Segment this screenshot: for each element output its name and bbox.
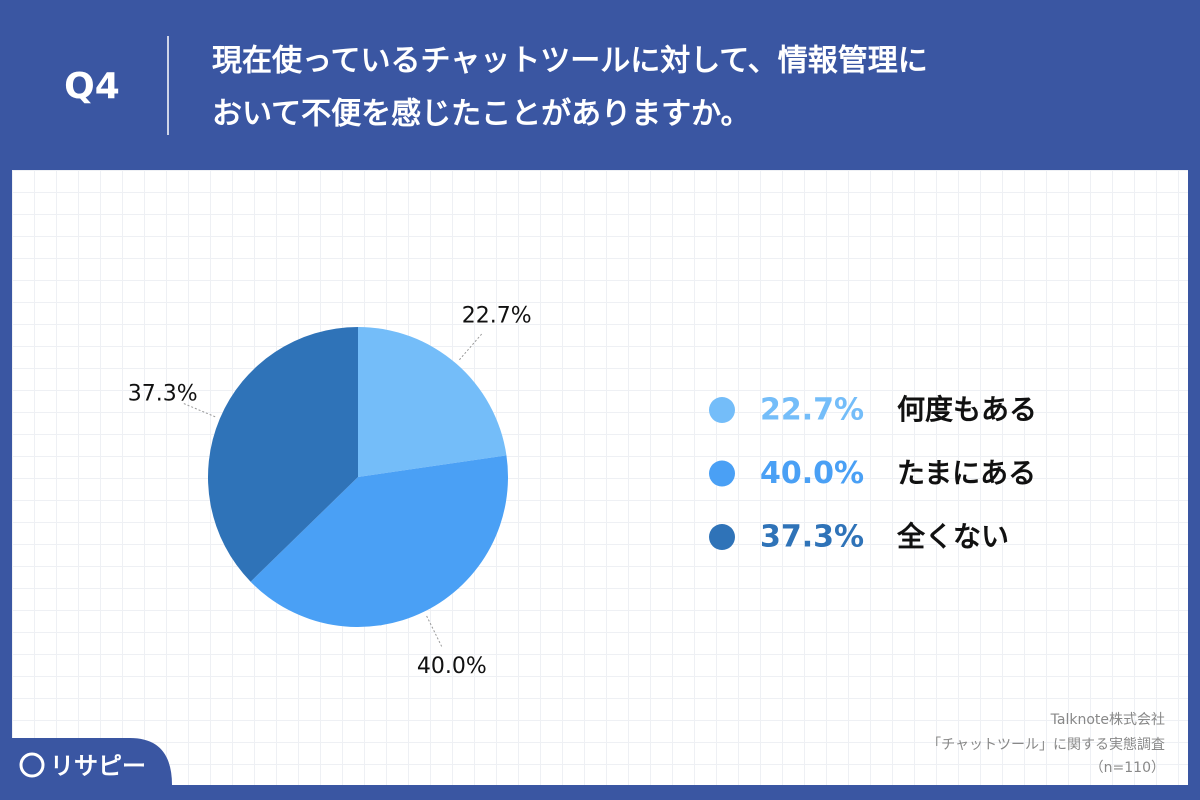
data-label: 40.0% — [417, 654, 487, 679]
brand-tab — [0, 738, 172, 800]
pie-slice — [250, 455, 508, 627]
legend-value: 37.3% — [760, 520, 864, 555]
source-text: 「チャットツール」に関する実態調査 — [927, 737, 1165, 753]
legend-value: 40.0% — [760, 456, 864, 491]
legend-swatch — [709, 460, 735, 487]
legend-label: 何度もある — [897, 393, 1037, 426]
question-label: Q4 — [64, 66, 120, 107]
legend-swatch — [709, 524, 735, 550]
legend-label: 全くない — [896, 520, 1009, 553]
pie-slice — [358, 327, 507, 477]
chart-panel — [12, 170, 1188, 785]
legend-swatch — [709, 397, 735, 423]
data-label: 37.3% — [128, 382, 198, 407]
legend-label: たまにある — [897, 457, 1036, 490]
leader-line — [426, 615, 443, 648]
source-text: Talknote株式会社 — [1050, 712, 1165, 728]
title-line: 現在使っているチャットツールに対して、情報管理に — [212, 44, 928, 79]
brand: リサピー — [50, 752, 146, 780]
pie-slice — [207, 327, 358, 582]
brand-icon — [19, 752, 45, 778]
leader-line — [182, 402, 216, 418]
title-line: おいて不便を感じたことがありますか。 — [212, 97, 751, 132]
leader-line — [459, 332, 483, 361]
legend-value: 22.7% — [760, 393, 864, 428]
data-label: 22.7% — [462, 304, 532, 329]
source-text: （n=110） — [1090, 760, 1165, 776]
